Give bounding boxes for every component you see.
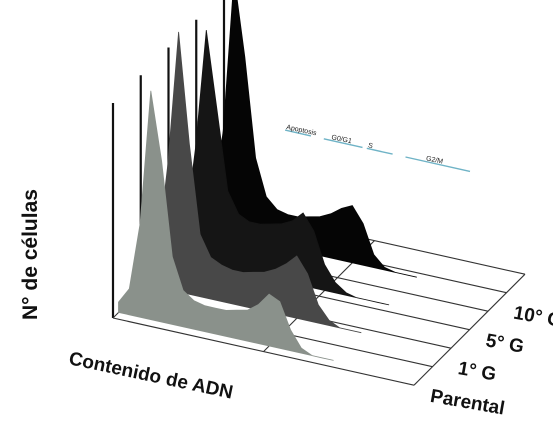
- chart-series: [118, 0, 417, 361]
- grid-line-x: [413, 273, 526, 386]
- histogram-10-g: [201, 0, 417, 278]
- depth-label-5-g: 5° G: [484, 330, 525, 357]
- histogram-parental: [118, 90, 334, 361]
- depth-label-parental: Parental: [429, 386, 506, 420]
- phase-underline: [323, 138, 363, 149]
- phase-underline: [405, 156, 471, 173]
- phase-label: S: [367, 142, 373, 150]
- histogram-1-g: [145, 31, 362, 334]
- phase-labels: Apoptosis G0/G1 S G2/M: [284, 124, 471, 173]
- phase-underline: [284, 129, 312, 137]
- depth-label-1-g: 1° G: [456, 358, 497, 385]
- depth-label-10-g: 10° G: [512, 303, 553, 332]
- phase-label: G0/G1: [331, 134, 353, 145]
- x-axis-label: Contenido de ADN: [67, 348, 235, 403]
- y-axis-label: N° de células: [19, 189, 42, 320]
- phase-label: Apoptosis: [286, 124, 318, 137]
- phase-underline: [366, 147, 393, 155]
- histogram-5-g: [173, 30, 390, 306]
- phase-label: G2/M: [425, 155, 443, 165]
